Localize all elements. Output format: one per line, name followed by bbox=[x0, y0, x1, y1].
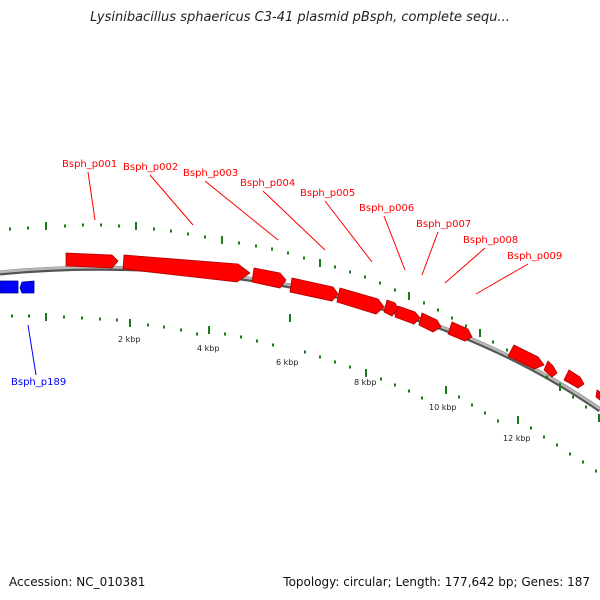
gene-label: Bsph_p189 bbox=[11, 377, 66, 388]
gene-forward-arrow bbox=[65, 252, 119, 269]
callout-line bbox=[87, 171, 96, 221]
callout-line bbox=[204, 180, 279, 241]
gene-forward-arrow bbox=[289, 277, 339, 302]
kbp-label: 8 kbp bbox=[354, 378, 376, 387]
gene-forward-arrow bbox=[394, 305, 421, 325]
gene-forward-arrow bbox=[447, 321, 473, 342]
gene-label: Bsph_p001 bbox=[62, 159, 117, 170]
gene-label: Bsph_p002 bbox=[123, 162, 178, 173]
gene-forward-arrow bbox=[595, 389, 600, 401]
gene-label: Bsph_p005 bbox=[300, 188, 355, 199]
gene-forward-arrow bbox=[563, 369, 585, 389]
kbp-labels: 2 kbp 4 kbp 6 kbp 8 kbp 10 kbp 12 kbp bbox=[118, 335, 531, 443]
kbp-label: 2 kbp bbox=[118, 335, 140, 344]
callout-line bbox=[475, 263, 529, 295]
kbp-label: 6 kbp bbox=[276, 358, 298, 367]
kbp-label: 12 kbp bbox=[503, 434, 531, 443]
gene-forward-arrow bbox=[336, 287, 385, 315]
gene-forward-arrow bbox=[383, 299, 399, 317]
gene-label: Bsph_p006 bbox=[359, 203, 414, 214]
gene-label: Bsph_p003 bbox=[183, 168, 238, 179]
accession-label: Accession: NC_010381 bbox=[9, 575, 146, 589]
gene-forward-arrow bbox=[543, 360, 558, 378]
gene-forward-arrow bbox=[507, 344, 545, 370]
gene-label: Bsph_p007 bbox=[416, 219, 471, 230]
callout-line bbox=[383, 215, 406, 271]
kbp-label: 4 kbp bbox=[197, 344, 219, 353]
gene-track bbox=[0, 252, 600, 401]
map-title: Lysinibacillus sphaericus C3-41 plasmid … bbox=[90, 10, 510, 25]
gene-reverse-arrow bbox=[19, 280, 35, 294]
callout-line bbox=[324, 200, 373, 263]
callout-line bbox=[421, 231, 439, 276]
gene-label: Bsph_p008 bbox=[463, 235, 518, 246]
kbp-label: 10 kbp bbox=[429, 403, 457, 412]
callout-line bbox=[27, 324, 37, 376]
gene-label: Bsph_p004 bbox=[240, 178, 295, 189]
gene-forward-arrow bbox=[251, 267, 287, 289]
inner-tick-track bbox=[11, 313, 597, 473]
callout-line bbox=[149, 174, 194, 226]
outer-tick-track bbox=[9, 222, 600, 422]
gene-forward-arrow bbox=[418, 312, 442, 333]
callout-line bbox=[444, 247, 486, 284]
gene-reverse-arrow bbox=[0, 280, 19, 294]
callout-line bbox=[262, 190, 326, 251]
gene-forward-arrow bbox=[122, 254, 251, 283]
gene-label: Bsph_p009 bbox=[507, 251, 562, 262]
summary-label: Topology: circular; Length: 177,642 bp; … bbox=[283, 575, 590, 589]
